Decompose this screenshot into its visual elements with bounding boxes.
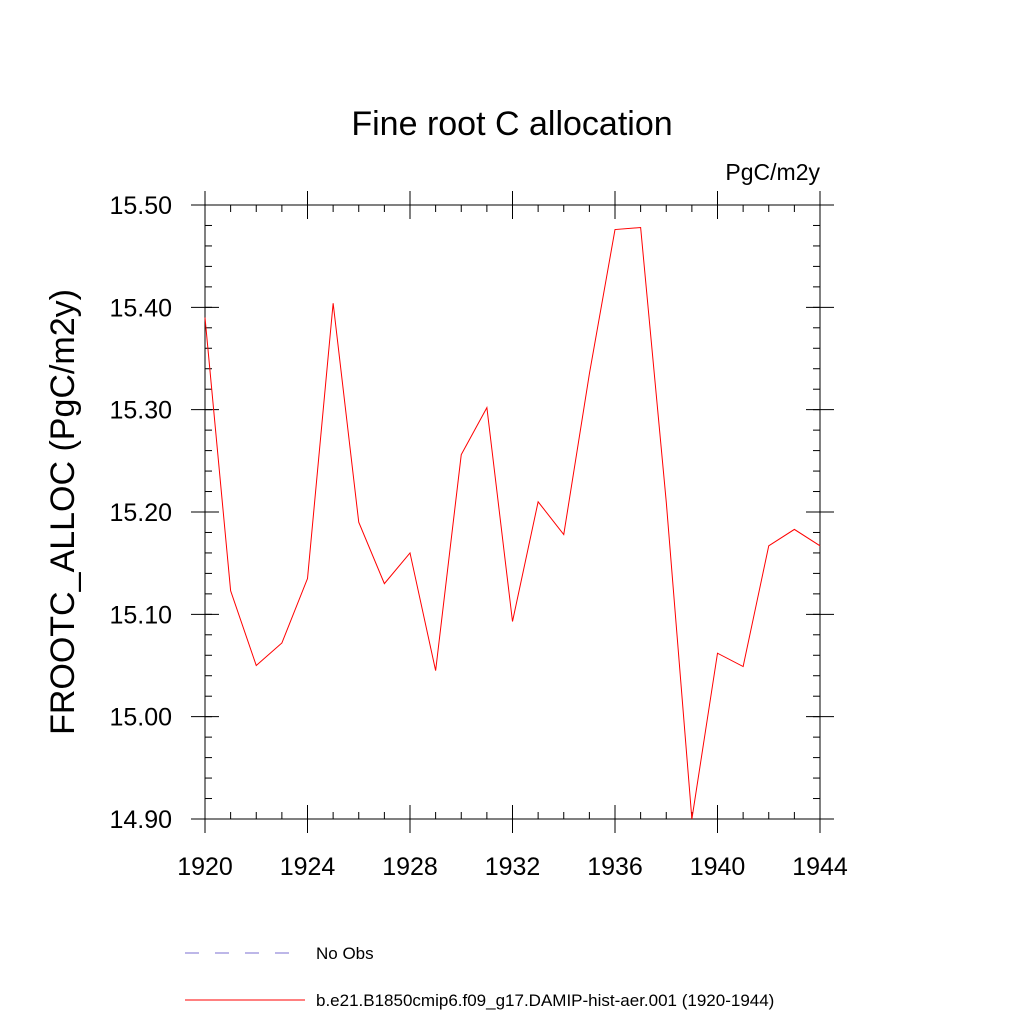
legend: No Obs b.e21.B1850cmip6.f09_g17.DAMIP-hi…: [185, 944, 774, 1010]
chart-title: Fine root C allocation: [351, 105, 672, 143]
x-tick-label: 1920: [177, 853, 233, 881]
units-label: PgC/m2y: [725, 159, 820, 185]
x-tick-label: 1936: [587, 853, 643, 881]
legend-label-series: b.e21.B1850cmip6.f09_g17.DAMIP-hist-aer.…: [316, 991, 774, 1010]
y-tick-label: 15.50: [109, 192, 172, 220]
plot-frame: [204, 204, 821, 820]
legend-label-no-obs: No Obs: [316, 944, 374, 963]
axis-ticks: [191, 191, 834, 833]
y-tick-label: 15.20: [109, 499, 172, 527]
series-group: [204, 226, 821, 820]
y-tick-label: 15.40: [109, 294, 172, 322]
x-tick-label: 1940: [690, 853, 746, 881]
y-tick-label: 15.30: [109, 397, 172, 425]
y-tick-label: 15.00: [109, 704, 172, 732]
x-tick-label: 1932: [485, 853, 541, 881]
y-axis-label: FROOTC_ALLOC (PgC/m2y): [44, 289, 82, 735]
x-tick-label: 1944: [792, 853, 848, 881]
series-line: [204, 226, 821, 820]
y-tick-label: 14.90: [109, 806, 172, 834]
y-tick-label: 15.10: [109, 601, 172, 629]
axis-tick-labels: 1920 1924 1928 1932 1936 1940 1944 14.90 15.00 15…: [109, 192, 847, 881]
x-tick-label: 1928: [382, 853, 438, 881]
x-tick-label: 1924: [280, 853, 336, 881]
